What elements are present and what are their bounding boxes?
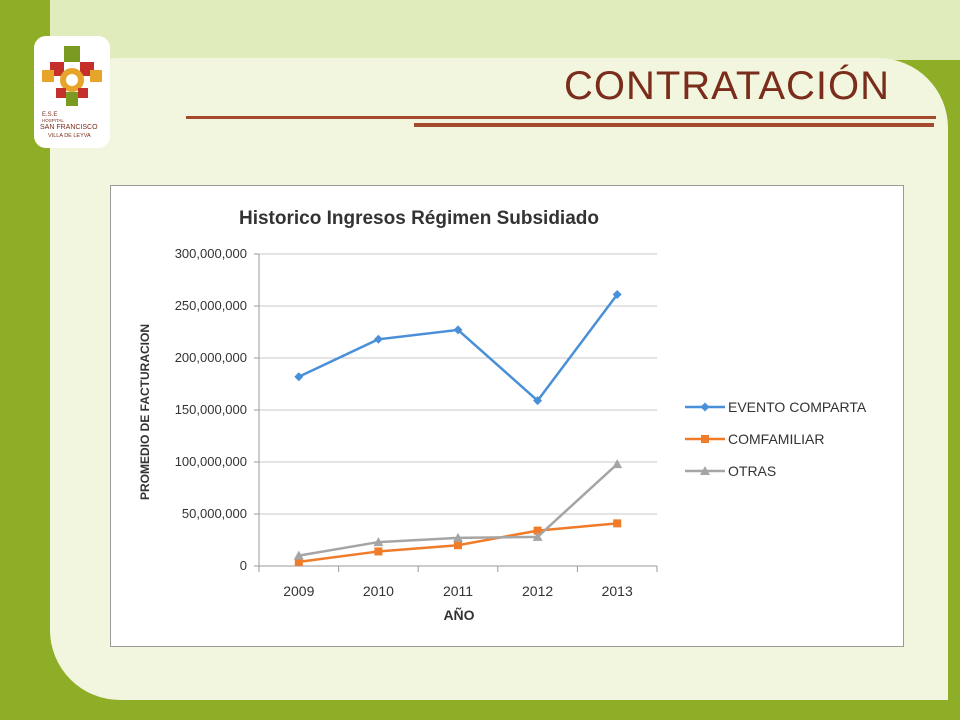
data-point (293, 550, 304, 560)
x-tick-label: 2011 (443, 583, 473, 599)
legend-item: EVENTO COMPARTA (685, 399, 867, 415)
data-point (454, 541, 462, 550)
data-point (533, 396, 543, 406)
x-tick-label: 2013 (602, 583, 633, 599)
x-tick-label: 2012 (522, 583, 553, 599)
series-0 (294, 290, 622, 406)
legend-label: OTRAS (728, 463, 776, 479)
legend-item: COMFAMILIAR (685, 431, 824, 447)
logo-text-3: SAN FRANCISCO (40, 124, 98, 131)
data-point (612, 459, 623, 469)
logo-text-4: VILLA DE LEYVA (48, 133, 91, 139)
data-point (374, 547, 383, 556)
series-line (298, 293, 619, 403)
data-point (613, 519, 622, 528)
y-tick-label: 50,000,000 (182, 506, 247, 521)
top-band (88, 0, 960, 60)
hospital-logo: E.S.E HOSPITAL SAN FRANCISCO VILLA DE LE… (34, 36, 110, 148)
x-axis-label: AÑO (443, 606, 474, 623)
line-chart: Historico Ingresos Régimen Subsidiado 0 5… (138, 208, 867, 623)
title-rule-top (186, 116, 936, 119)
chart-legend: EVENTO COMPARTA COMFAMILIAR OTRAS (685, 399, 867, 479)
y-tick-label: 150,000,000 (175, 402, 247, 417)
legend-marker (700, 402, 710, 412)
x-tick-label: 2010 (363, 583, 394, 599)
data-point (453, 325, 463, 335)
data-point (453, 532, 463, 542)
data-point (532, 531, 543, 541)
data-point (294, 557, 303, 566)
chart-grid (254, 253, 658, 572)
data-point (373, 334, 383, 344)
legend-label: COMFAMILIAR (728, 431, 824, 447)
title-rule-bottom (414, 123, 934, 127)
y-axis-ticks: 0 50,000,000 100,000,000 150,000,000 200,000… (175, 246, 247, 573)
legend-label: EVENTO COMPARTA (728, 399, 867, 415)
slide-title: CONTRATACIÓN (563, 64, 890, 108)
hospital-logo-icon: E.S.E HOSPITAL SAN FRANCISCO VILLA DE LE… (40, 46, 102, 139)
data-point (533, 526, 542, 535)
y-axis-label: PROMEDIO DE FACTURACION (138, 324, 152, 500)
legend-marker (701, 435, 709, 443)
legend-item: OTRAS (685, 463, 776, 479)
y-tick-label: 200,000,000 (175, 350, 247, 365)
x-axis-ticks: 2009 2010 2011 2012 2013 (283, 583, 633, 599)
logo-text-1: E.S.E (42, 112, 57, 118)
y-tick-label: 250,000,000 (175, 298, 247, 313)
data-point (373, 537, 384, 547)
logo-text-2: HOSPITAL (42, 118, 64, 123)
y-tick-label: 0 (240, 558, 247, 573)
series-2 (293, 459, 623, 560)
chart-series (293, 290, 623, 566)
data-point (294, 372, 304, 382)
series-1 (294, 519, 622, 566)
chart-title: Historico Ingresos Régimen Subsidiado (239, 208, 599, 229)
chart-frame: Historico Ingresos Régimen Subsidiado 0 5… (110, 185, 904, 647)
y-tick-label: 100,000,000 (175, 454, 247, 469)
legend-marker (700, 466, 710, 475)
data-point (612, 290, 622, 300)
x-tick-label: 2009 (283, 583, 314, 599)
y-tick-label: 300,000,000 (175, 246, 247, 261)
